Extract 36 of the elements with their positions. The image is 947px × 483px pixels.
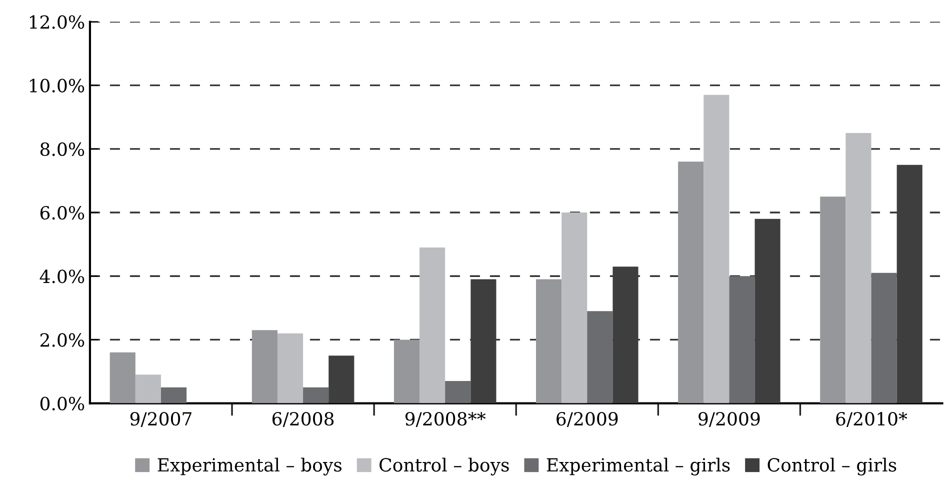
- x-tick-label: 9/2009: [698, 412, 760, 428]
- bar: [110, 352, 136, 404]
- bar: [729, 276, 755, 404]
- legend-label: Control – girls: [768, 458, 896, 476]
- bar: [820, 196, 846, 404]
- y-tick-label: 4.0%: [40, 270, 84, 284]
- legend-label: Control – boys: [380, 458, 509, 476]
- legend-label: Experimental – girls: [546, 458, 730, 476]
- bar: [846, 133, 872, 404]
- x-tick-label: 9/2007: [130, 412, 192, 428]
- x-tick-label: 9/2008**: [405, 412, 486, 428]
- bar: [277, 333, 304, 404]
- x-tick-label: 6/2010*: [836, 412, 908, 428]
- y-tick-label: 8.0%: [40, 142, 84, 156]
- bar: [160, 387, 187, 404]
- bar: [678, 162, 704, 404]
- bar: [394, 340, 420, 404]
- bar: [587, 311, 613, 404]
- bar: [871, 272, 897, 404]
- legend-label: Experimental – boys: [158, 458, 342, 476]
- bar: [135, 374, 161, 404]
- bar: [420, 247, 446, 404]
- x-tick-label: 6/2009: [556, 412, 618, 428]
- y-tick-label: 0.0%: [40, 396, 84, 410]
- bar: [252, 330, 278, 404]
- bar: [328, 356, 354, 404]
- y-tick-label: 12.0%: [30, 15, 84, 29]
- y-tick-label: 10.0%: [30, 78, 84, 92]
- y-tick-label: 2.0%: [40, 333, 84, 347]
- bar: [536, 279, 562, 404]
- bar: [303, 387, 329, 404]
- x-tick-label: 6/2008: [272, 412, 334, 428]
- bar: [562, 212, 588, 404]
- y-tick-label: 6.0%: [40, 206, 84, 220]
- bar: [704, 94, 730, 404]
- bar: [445, 381, 471, 404]
